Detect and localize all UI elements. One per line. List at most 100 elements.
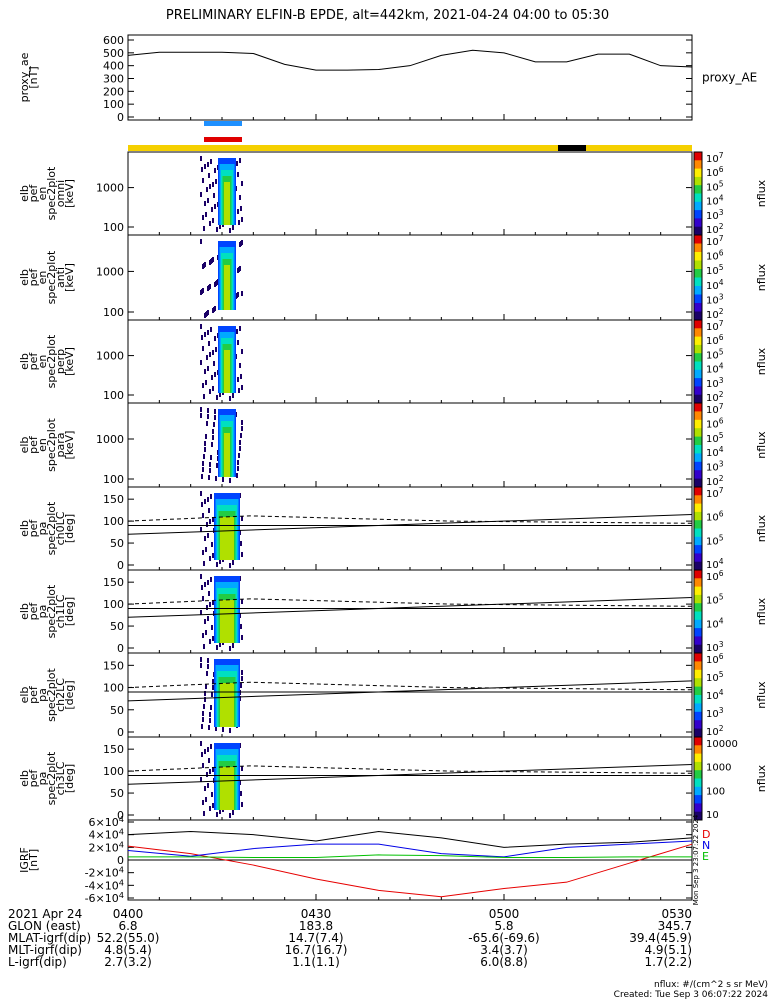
- speckle: [241, 670, 243, 675]
- speckle: [237, 377, 239, 382]
- ytick-label: -2×104: [85, 865, 124, 880]
- colorbar-tick-label: 105: [706, 533, 724, 547]
- speckle: [203, 561, 205, 566]
- speckle: [200, 239, 202, 244]
- speckle: [210, 744, 212, 749]
- colorbar-segment: [694, 470, 702, 480]
- colorbar-segment: [694, 252, 702, 261]
- speckle: [209, 769, 211, 774]
- speckle: [232, 393, 234, 398]
- ytick-label: 2×104: [89, 839, 124, 854]
- colorbar-tick-label: 102: [706, 474, 724, 488]
- colorbar-segment: [694, 511, 702, 521]
- speckle: [232, 560, 234, 565]
- speckle: [219, 392, 221, 397]
- ylabel-line: [nT]: [27, 849, 40, 871]
- speckle: [214, 282, 216, 287]
- speckle: [204, 749, 206, 754]
- colorbar-segment: [694, 644, 702, 654]
- colorbar-segment: [694, 369, 702, 379]
- ylabel-line: en: [36, 355, 49, 369]
- speckle: [207, 330, 209, 335]
- speckle: [229, 396, 231, 401]
- speckle: [209, 260, 211, 265]
- speckle: [241, 766, 243, 771]
- ytick-label: 100: [103, 389, 124, 402]
- colorbar-segment: [694, 661, 702, 671]
- speckle: [206, 605, 208, 610]
- orbit-value: 0400: [113, 907, 144, 921]
- colorbar-label: nflux: [755, 431, 768, 459]
- colorbar-tick-label: 104: [706, 362, 724, 376]
- speckle: [207, 783, 209, 788]
- speckle: [208, 725, 210, 730]
- speckle: [237, 460, 239, 465]
- spectrum-core: [220, 683, 234, 727]
- speckle: [209, 352, 211, 357]
- speckle: [209, 602, 211, 607]
- speckle: [202, 346, 204, 351]
- colorbar-segment: [694, 653, 702, 662]
- colorbar-segment: [694, 487, 702, 496]
- speckle: [212, 685, 214, 690]
- colorbar-tick-label: 107: [706, 486, 724, 500]
- orbit-bar-yellow: [128, 145, 692, 151]
- colorbar-segment: [694, 578, 702, 588]
- speckle: [232, 810, 234, 815]
- colorbar-tick-label: 105: [706, 593, 724, 607]
- speckle: [211, 207, 213, 212]
- speckle: [207, 408, 209, 413]
- ylabel-line: pef: [27, 769, 40, 788]
- ylabel-line: en: [36, 271, 49, 285]
- colorbar-tick-label: 105: [706, 670, 724, 684]
- igrf-series-line: [127, 843, 693, 898]
- losscone-line: [127, 680, 693, 702]
- footer-created: Created: Tue Sep 3 06:07:22 2024: [614, 990, 769, 1000]
- colorbar-tick-label: 105: [706, 347, 724, 361]
- colorbar-label: nflux: [755, 764, 768, 792]
- orbit-value: 5.8: [494, 919, 513, 933]
- speckle: [216, 562, 218, 567]
- colorbar-tick-label: 104: [706, 278, 724, 292]
- colorbar-segment: [694, 520, 702, 529]
- speckle: [210, 159, 212, 164]
- speckle: [208, 173, 210, 178]
- speckle: [229, 228, 231, 233]
- ytick-label: 0: [117, 809, 124, 822]
- speckle: [205, 547, 207, 552]
- spectrum-core: [220, 600, 234, 643]
- colorbar-segment: [694, 461, 702, 471]
- igrf-series-line: [128, 854, 692, 858]
- ytick-label: 150: [103, 743, 124, 756]
- speckle: [202, 178, 204, 183]
- colorbar-segment: [694, 594, 702, 604]
- speckle: [204, 201, 206, 206]
- speckle: [241, 385, 243, 390]
- orbit-row-label: MLAT-igrf(dip): [8, 931, 91, 945]
- ylabel-line: ch0LC: [54, 511, 67, 545]
- colorbar-tick-label: 10000: [706, 739, 738, 750]
- ylabel-line: IGRF: [18, 847, 31, 873]
- colorbar-segment: [694, 320, 702, 329]
- speckle: [240, 683, 242, 688]
- ylabel-line: pa: [36, 688, 49, 702]
- speckle: [200, 413, 202, 418]
- speckle: [206, 772, 208, 777]
- speckle: [200, 610, 202, 615]
- speckle: [239, 158, 241, 163]
- ytick-label: 0: [117, 111, 124, 124]
- colorbar-segment: [694, 811, 702, 821]
- speckle: [204, 619, 206, 624]
- colorbar-segment: [694, 669, 702, 679]
- colorbar-segment: [694, 336, 702, 346]
- speckle: [209, 389, 211, 394]
- colorbar-segment: [694, 344, 702, 354]
- ytick-label: 1000: [96, 265, 124, 278]
- speckle: [207, 658, 209, 663]
- ytick-label: 1000: [96, 433, 124, 446]
- colorbar-tick-label: 103: [706, 460, 724, 474]
- speckle: [216, 395, 218, 400]
- speckle: [207, 747, 209, 752]
